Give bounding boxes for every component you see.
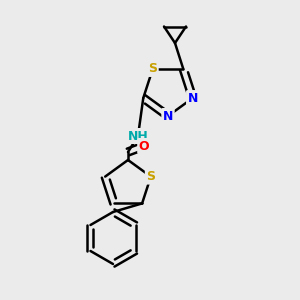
Text: S: S (146, 170, 155, 183)
Text: NH: NH (128, 130, 148, 142)
Text: N: N (163, 110, 173, 122)
Text: N: N (188, 92, 198, 104)
Text: O: O (139, 140, 149, 152)
Text: S: S (148, 62, 157, 76)
